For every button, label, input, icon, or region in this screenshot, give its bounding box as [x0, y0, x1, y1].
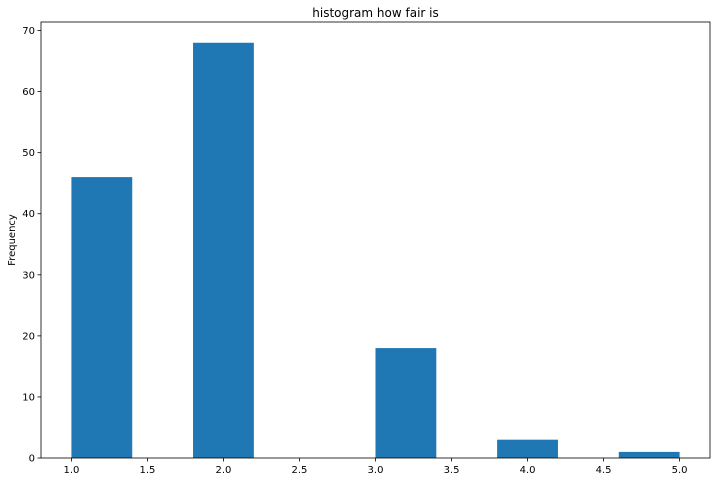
bars-group	[71, 42, 680, 459]
x-tick-label: 5.0	[672, 465, 688, 476]
y-tick-label: 50	[22, 148, 35, 159]
chart-title: histogram how fair is	[312, 6, 438, 20]
histogram-bar	[193, 42, 254, 459]
y-tick-label: 70	[22, 26, 35, 37]
histogram-bar	[375, 348, 437, 458]
y-tick-label: 20	[22, 331, 35, 342]
plot-frame	[40, 21, 711, 459]
x-tick-label: 3.0	[368, 465, 384, 476]
x-tick-label: 2.0	[216, 465, 232, 476]
y-tick-label: 60	[22, 87, 35, 98]
y-tick-label: 30	[22, 270, 35, 281]
x-tick-label: 1.5	[139, 465, 155, 476]
x-tick-label: 4.5	[596, 465, 612, 476]
x-axis-ticks: 1.0 1.5 2.0 2.5 3.0 3.5 4.0 4.5 5.0	[63, 458, 688, 476]
y-axis-ticks: 0 10 20 30 40 50 60 70	[22, 26, 41, 465]
y-tick-label: 10	[22, 392, 35, 403]
x-tick-label: 1.0	[63, 465, 79, 476]
x-tick-label: 3.5	[444, 465, 460, 476]
histogram-bar	[618, 451, 680, 458]
histogram-bar	[497, 439, 558, 458]
x-tick-label: 4.0	[520, 465, 536, 476]
y-tick-label: 40	[22, 209, 35, 220]
y-axis-title: Frequency	[7, 214, 18, 266]
x-tick-label: 2.5	[292, 465, 308, 476]
y-tick-label: 0	[29, 454, 35, 465]
histogram-bar	[71, 177, 133, 458]
